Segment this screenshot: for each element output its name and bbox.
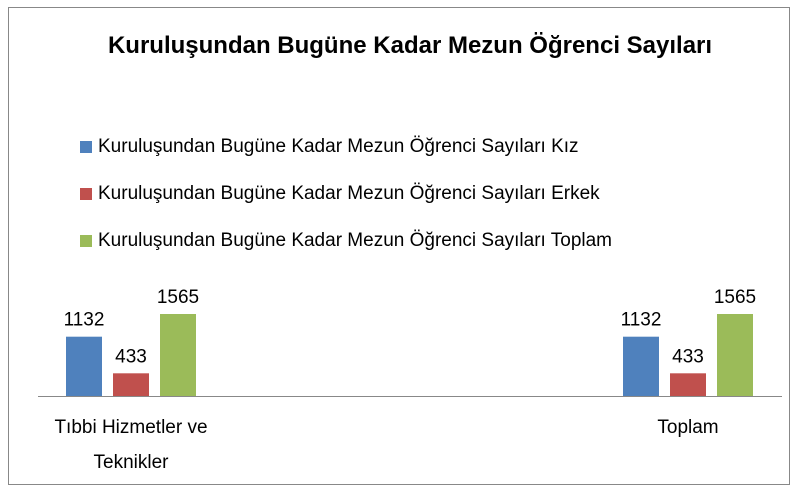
legend-label: Kuruluşundan Bugüne Kadar Mezun Öğrenci … — [98, 136, 579, 157]
data-label: 1132 — [621, 310, 662, 331]
bar — [66, 336, 102, 396]
bar — [623, 336, 659, 396]
bar — [160, 314, 196, 396]
legend-swatch — [80, 188, 92, 200]
bar — [670, 373, 706, 396]
bar — [113, 373, 149, 396]
legend-label: Kuruluşundan Bugüne Kadar Mezun Öğrenci … — [98, 230, 612, 251]
x-tick-label: Tıbbi Hizmetler ve Teknikler — [54, 417, 208, 473]
chart-border — [8, 7, 790, 485]
bar — [717, 314, 753, 396]
legend-swatch — [80, 141, 92, 153]
data-label: 1565 — [157, 287, 199, 308]
data-label: 433 — [115, 346, 147, 367]
legend-label: Kuruluşundan Bugüne Kadar Mezun Öğrenci … — [98, 183, 600, 204]
chart-title: Kuruluşundan Bugüne Kadar Mezun Öğrenci … — [107, 32, 713, 59]
data-label: 1132 — [64, 310, 105, 331]
x-tick-label: Toplam — [657, 417, 719, 438]
legend-swatch — [80, 235, 92, 247]
data-label: 433 — [672, 346, 704, 367]
data-label: 1565 — [714, 287, 756, 308]
